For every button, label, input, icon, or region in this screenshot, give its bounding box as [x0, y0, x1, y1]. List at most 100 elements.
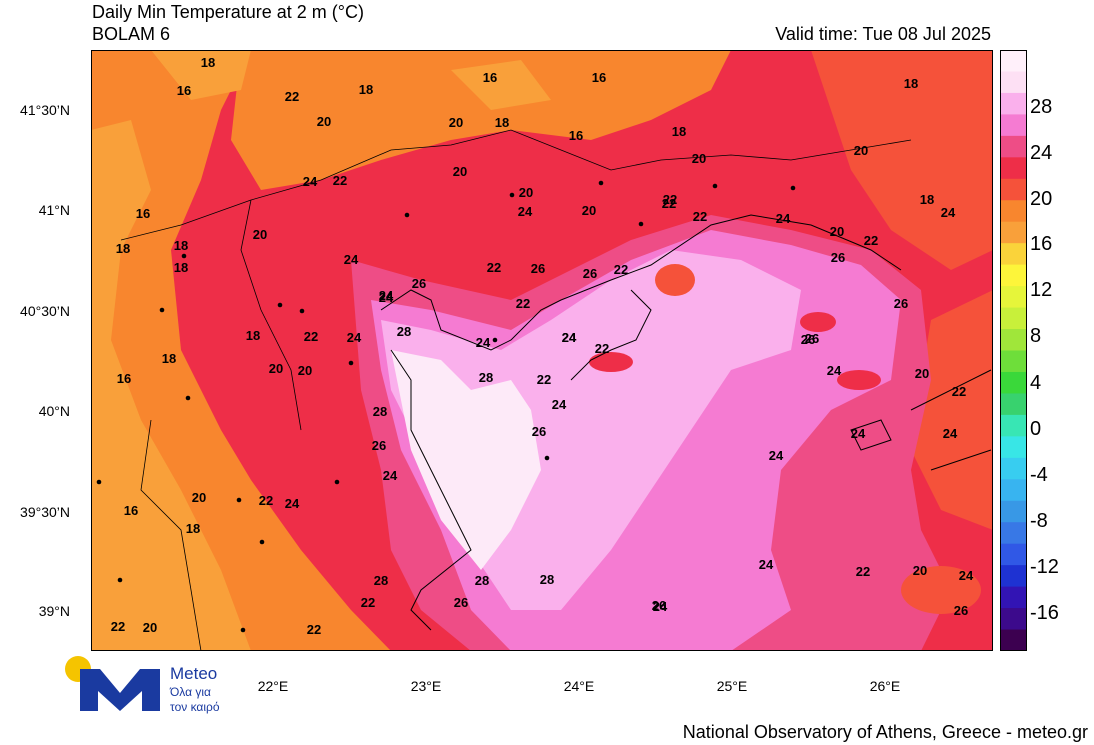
city-dot [159, 307, 165, 313]
north-cool-zone [231, 50, 731, 190]
contour-label: 22 [856, 564, 870, 579]
contour-label: 22 [487, 260, 501, 275]
island-samothraki [800, 312, 836, 332]
colorbar-label: 28 [1030, 96, 1053, 118]
contour-label: 18 [920, 192, 934, 207]
contour-label: 26 [954, 603, 968, 618]
colorbar-cell [1000, 350, 1027, 373]
contour-label: 18 [359, 82, 373, 97]
lat-label: 41°N [38, 202, 70, 218]
colorbar-cell [1000, 586, 1027, 609]
contour-label: 26 [831, 250, 845, 265]
city-dot [299, 308, 305, 314]
contour-label: 22 [662, 196, 676, 211]
colorbar-cell [1000, 565, 1027, 588]
contour-label: 28 [373, 404, 387, 419]
contour-label: 24 [653, 599, 668, 614]
sea-30-zone [391, 350, 541, 570]
contour-label: 28 [397, 324, 411, 339]
contour-label: 20 [830, 224, 844, 239]
contour-label: 24 [943, 426, 958, 441]
city-dot [259, 539, 265, 545]
contour-label: 22 [285, 89, 299, 104]
meteo-logo[interactable] [62, 655, 242, 715]
city-dot [181, 253, 187, 259]
contour-label: 20 [692, 151, 706, 166]
contour-label: 24 [562, 330, 577, 345]
contour-label: 20 [854, 143, 868, 158]
contour-label: 22 [663, 192, 677, 207]
colorbar-cell [1000, 178, 1027, 201]
city-dot [185, 395, 191, 401]
city-dot [240, 627, 246, 633]
contour-label: 18 [672, 124, 686, 139]
contour-label: 20 [269, 361, 283, 376]
contour-label: 24 [562, 330, 577, 345]
colorbar-cell [1000, 522, 1027, 545]
meteo-m-icon [80, 669, 160, 711]
contour-label: 20 [298, 363, 312, 378]
contour-label: 26 [372, 438, 386, 453]
city-dot [790, 185, 796, 191]
lon-label: 23°E [410, 678, 442, 694]
contour-label: 22 [259, 493, 273, 508]
contour-label: 26 [583, 266, 597, 281]
contour-label: 16 [569, 128, 583, 143]
colorbar-label: -16 [1030, 602, 1059, 624]
colorbar-cell [1000, 221, 1027, 244]
city-dot [598, 180, 604, 186]
island-thasos [655, 264, 695, 296]
contour-label: 16 [483, 70, 497, 85]
contour-label: 26 [532, 424, 546, 439]
island-athos-tip [589, 352, 633, 372]
lon-label: 26°E [869, 678, 901, 694]
contour-label: 24 [347, 330, 362, 345]
contour-label: 24 [379, 290, 394, 305]
model-name: BOLAM 6 [92, 24, 171, 44]
colorbar-label: 24 [1030, 142, 1053, 164]
contour-label: 18 [174, 238, 188, 253]
contour-label: 22 [595, 341, 609, 356]
contour-label: 24 [759, 557, 774, 572]
contour-label: 18 [162, 351, 176, 366]
contour-label: 24 [379, 288, 394, 303]
colorbar-cell [1000, 500, 1027, 523]
city-dot [334, 479, 340, 485]
contour-label: 22 [304, 329, 318, 344]
colorbar-cell [1000, 135, 1027, 158]
island-lesvos [901, 566, 981, 614]
colorbar-cell [1000, 50, 1027, 72]
city-dot [117, 577, 123, 583]
contour-label: 20 [519, 185, 533, 200]
colorbar-cell [1000, 243, 1027, 266]
city-dot [236, 497, 242, 503]
contour-label: 16 [124, 503, 138, 518]
colorbar-cell [1000, 436, 1027, 459]
lat-label: 39°N [38, 603, 70, 619]
contour-label: 18 [246, 328, 260, 343]
north-cold-patches [151, 50, 551, 110]
colorbar-cell [1000, 608, 1027, 631]
contour-label: 22 [952, 384, 966, 399]
contour-label: 28 [540, 572, 554, 587]
contour-label: 28 [475, 573, 489, 588]
colorbar-cell [1000, 414, 1027, 437]
colorbar-cell [1000, 543, 1027, 566]
contour-label: 20 [192, 490, 206, 505]
colorbar-cell [1000, 371, 1027, 394]
city-dots [96, 180, 796, 633]
city-dot [638, 221, 644, 227]
colorbar-label: -4 [1030, 464, 1048, 486]
city-dot [509, 192, 515, 198]
contour-label: 24 [344, 252, 359, 267]
contour-label: 20 [253, 227, 267, 242]
city-dot [492, 337, 498, 343]
logo-slogan-line2: τον καιρό [170, 700, 220, 714]
colorbar-cell [1000, 457, 1027, 480]
temperature-map: 18 16 22 18 16 16 20 20 18 16 18 20 20 18 22 24 20 20 22 22… [91, 50, 993, 651]
coastline [380, 214, 992, 631]
colorbar-cell [1000, 157, 1027, 180]
contour-label: 18 [186, 521, 200, 536]
city-dot [96, 479, 102, 485]
